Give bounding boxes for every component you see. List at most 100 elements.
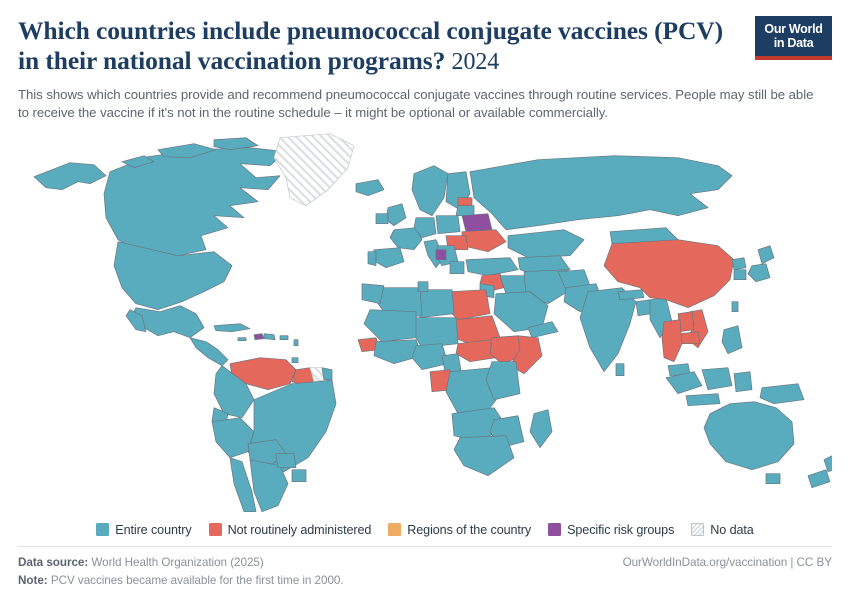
country-nepal-bhutan[interactable] <box>617 289 645 301</box>
chart-note: Note: PCV vaccines became available for … <box>18 572 344 590</box>
owid-logo[interactable]: Our World in Data <box>755 16 832 60</box>
country-cambodia[interactable] <box>679 331 701 345</box>
country-spain[interactable] <box>371 247 405 269</box>
title-year: 2024 <box>451 49 500 76</box>
country-south-sudan[interactable] <box>455 339 497 363</box>
chart-header: Which countries include pneumococcal con… <box>18 16 832 122</box>
country-india[interactable] <box>579 287 637 373</box>
country-chad-niger[interactable] <box>411 317 459 349</box>
country-iceland[interactable] <box>355 179 385 197</box>
country-south-korea[interactable] <box>733 269 747 281</box>
country-united-kingdom[interactable] <box>385 203 407 227</box>
country-poland[interactable] <box>435 215 461 235</box>
world-map-svg[interactable] <box>18 128 832 515</box>
country-taiwan[interactable] <box>731 301 739 313</box>
country-chile[interactable] <box>229 457 257 513</box>
legend-swatch-regions-of-the-country <box>388 523 402 537</box>
country-cuba[interactable] <box>213 323 251 333</box>
country-iraq[interactable] <box>499 275 529 295</box>
legend-item-entire-country[interactable]: Entire country <box>96 523 192 537</box>
country-thailand[interactable] <box>661 319 683 363</box>
country-puerto-rico[interactable] <box>279 335 289 341</box>
country-latvia-lithuania[interactable] <box>455 205 475 217</box>
country-canada-arctic-1[interactable] <box>157 143 217 159</box>
country-china[interactable] <box>603 239 735 309</box>
country-portugal[interactable] <box>367 251 377 267</box>
country-yemen-oman[interactable] <box>527 321 559 339</box>
country-jamaica[interactable] <box>237 337 247 342</box>
country-united-states[interactable] <box>113 241 233 311</box>
country-ireland[interactable] <box>375 213 389 225</box>
country-indonesia-sulawesi[interactable] <box>733 371 753 393</box>
country-japan[interactable] <box>757 245 775 265</box>
country-west-africa-coast[interactable] <box>373 339 423 365</box>
country-new-zealand-south[interactable] <box>807 469 831 489</box>
country-bangladesh[interactable] <box>635 299 653 317</box>
legend-item-specific-risk-groups[interactable]: Specific risk groups <box>548 523 674 537</box>
country-lesser-antilles[interactable] <box>293 339 299 347</box>
legend-item-not-routinely-administered[interactable]: Not routinely administered <box>208 522 372 537</box>
note-value: PCV vaccines became available for the fi… <box>47 573 344 587</box>
country-canada-arctic-2[interactable] <box>213 137 259 151</box>
country-new-zealand-north[interactable] <box>823 454 832 473</box>
country-libya[interactable] <box>417 289 455 319</box>
world-map[interactable] <box>18 128 832 515</box>
country-russia[interactable] <box>469 155 733 231</box>
legend-label-specific-risk-groups: Specific risk groups <box>567 522 675 537</box>
country-french-guiana[interactable] <box>321 367 333 381</box>
country-norway-sweden[interactable] <box>411 165 449 217</box>
data-source: Data source: World Health Organization (… <box>18 554 264 572</box>
legend-item-regions-of-the-country[interactable]: Regions of the country <box>388 523 531 537</box>
country-madagascar[interactable] <box>529 409 553 449</box>
country-haiti[interactable] <box>253 333 265 341</box>
country-baja[interactable] <box>125 309 147 333</box>
country-philippines[interactable] <box>721 325 743 355</box>
legend-item-no-data[interactable]: No data <box>691 523 754 537</box>
country-turkey[interactable] <box>465 257 519 277</box>
country-indonesia-borneo[interactable] <box>701 367 733 391</box>
country-greenland[interactable] <box>273 133 355 207</box>
country-trinidad[interactable] <box>291 357 299 364</box>
country-somalia[interactable] <box>509 335 543 375</box>
legend-swatch-not-routinely-administered <box>208 523 222 537</box>
country-central-america[interactable] <box>189 337 229 367</box>
country-kenya-tanzania[interactable] <box>485 361 521 401</box>
country-japan-honshu[interactable] <box>747 263 771 283</box>
country-paraguay[interactable] <box>275 453 297 469</box>
country-south-africa[interactable] <box>453 435 515 477</box>
country-uruguay[interactable] <box>291 469 307 483</box>
country-indonesia-sumatra[interactable] <box>665 371 703 395</box>
legend-swatch-no-data <box>691 523 705 537</box>
chart-subtitle: This shows which countries provide and r… <box>18 86 814 121</box>
legend-swatch-specific-risk-groups <box>548 523 562 537</box>
country-papua-new-guinea[interactable] <box>759 383 805 405</box>
country-nigeria[interactable] <box>411 343 449 371</box>
country-dominican-republic[interactable] <box>263 333 276 341</box>
attribution-link[interactable]: OurWorldInData.org/vaccination | CC BY <box>622 555 832 569</box>
country-mali-mauritania[interactable] <box>363 309 417 343</box>
country-australia[interactable] <box>703 401 795 471</box>
country-tasmania[interactable] <box>765 473 781 485</box>
data-source-label: Data source: <box>18 555 89 569</box>
country-estonia[interactable] <box>457 197 473 207</box>
page-title: Which countries include pneumococcal con… <box>18 16 748 77</box>
country-tunisia[interactable] <box>417 281 429 293</box>
country-morocco[interactable] <box>361 283 385 305</box>
country-greece[interactable] <box>449 261 465 275</box>
legend-label-regions-of-the-country: Regions of the country <box>407 522 532 537</box>
legend-label-not-routinely-administered: Not routinely administered <box>227 522 372 537</box>
data-source-value: World Health Organization (2025) <box>88 555 264 569</box>
country-north-korea[interactable] <box>731 257 747 271</box>
country-alaska[interactable] <box>33 162 107 191</box>
country-sri-lanka[interactable] <box>615 363 625 377</box>
country-germany[interactable] <box>413 217 437 239</box>
country-kazakhstan[interactable] <box>507 229 585 259</box>
country-ukraine[interactable] <box>461 229 507 253</box>
country-indonesia-java[interactable] <box>685 393 721 407</box>
country-canada-arctic-3[interactable] <box>121 155 155 169</box>
country-colombia[interactable] <box>213 365 255 419</box>
chart-footer: Data source: World Health Organization (… <box>18 545 832 600</box>
country-belarus[interactable] <box>461 213 493 233</box>
country-bosnia[interactable] <box>435 249 447 261</box>
